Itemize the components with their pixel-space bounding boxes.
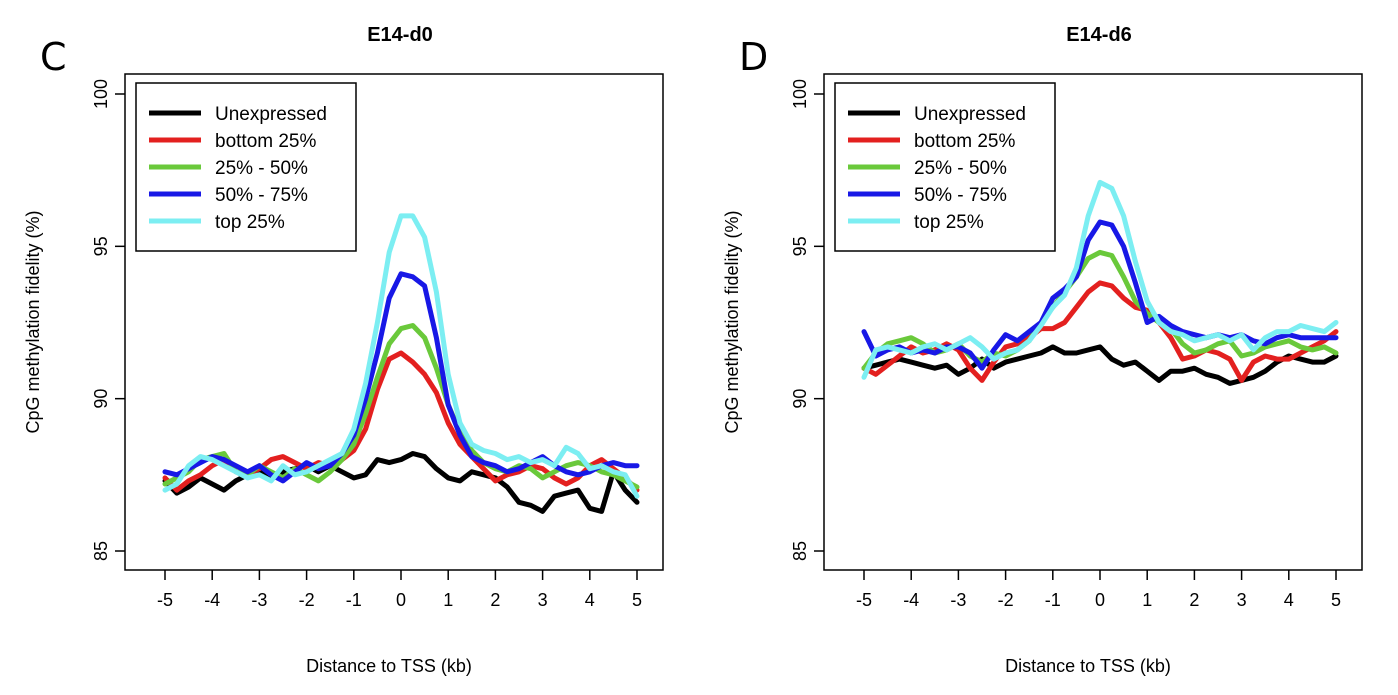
panel-letter: D xyxy=(739,35,768,79)
x-tick-label: -2 xyxy=(299,590,315,610)
x-tick-label: -2 xyxy=(998,590,1014,610)
x-tick-label: 1 xyxy=(1142,590,1152,610)
x-tick-label: -3 xyxy=(950,590,966,610)
legend-label: top 25% xyxy=(914,212,984,233)
y-tick-label: 90 xyxy=(790,389,810,409)
x-tick-label: 4 xyxy=(585,590,595,610)
x-tick-label: -1 xyxy=(346,590,362,610)
panel-letter: C xyxy=(40,35,67,79)
plot-frame xyxy=(823,73,1363,571)
legend: Unexpressed bottom 25% 25% - 50% 50% - 75% t… xyxy=(135,82,357,252)
x-tick-label: -4 xyxy=(903,590,919,610)
legend-label: top 25% xyxy=(215,212,285,233)
x-tick-label: 5 xyxy=(632,590,642,610)
x-axis-label: Distance to TSS (kb) xyxy=(306,656,472,676)
y-tick-label: 100 xyxy=(91,79,111,109)
series-line-4 xyxy=(861,179,1339,380)
legend-label: 50% - 75% xyxy=(215,185,308,206)
y-tick-label: 95 xyxy=(790,236,810,256)
series-line-2 xyxy=(162,323,640,490)
y-axis-label: CpG methylation fidelity (%) xyxy=(722,210,742,433)
y-axis-label: CpG methylation fidelity (%) xyxy=(23,210,43,433)
series-line-4 xyxy=(162,213,640,499)
legend: Unexpressed bottom 25% 25% - 50% 50% - 75% t… xyxy=(834,82,1056,252)
legend-label: 25% - 50% xyxy=(914,158,1007,179)
plot-area xyxy=(861,179,1339,386)
y-tick-label: 100 xyxy=(790,79,810,109)
chart-e14-d6: D E14-d6 Distance to TSS (kb) CpG methyl… xyxy=(722,24,1363,676)
legend-label: bottom 25% xyxy=(215,131,316,152)
x-tick-label: -3 xyxy=(251,590,267,610)
y-tick-label: 90 xyxy=(91,389,111,409)
legend-label: 50% - 75% xyxy=(914,185,1007,206)
chart-title: E14-d6 xyxy=(1066,24,1132,46)
x-tick-label: 0 xyxy=(1095,590,1105,610)
x-tick-label: 2 xyxy=(1189,590,1199,610)
x-tick-label: -5 xyxy=(157,590,173,610)
chart-e14-d0: C E14-d0 Distance to TSS (kb) CpG methyl… xyxy=(23,24,664,676)
x-tick-label: -5 xyxy=(856,590,872,610)
legend-label: Unexpressed xyxy=(215,104,327,125)
y-tick-label: 95 xyxy=(91,236,111,256)
x-tick-label: -1 xyxy=(1045,590,1061,610)
legend-label: Unexpressed xyxy=(914,104,1026,125)
x-tick-label: 0 xyxy=(396,590,406,610)
y-tick-label: 85 xyxy=(91,541,111,561)
chart-title: E14-d0 xyxy=(367,24,433,46)
x-tick-label: 4 xyxy=(1284,590,1294,610)
y-tick-label: 85 xyxy=(790,541,810,561)
series-line-3 xyxy=(162,271,640,484)
x-tick-label: -4 xyxy=(204,590,220,610)
x-tick-label: 3 xyxy=(538,590,548,610)
plot-area xyxy=(162,213,640,514)
x-axis-label: Distance to TSS (kb) xyxy=(1005,656,1171,676)
legend-label: 25% - 50% xyxy=(215,158,308,179)
series-line-0 xyxy=(861,344,1339,386)
x-tick-label: 5 xyxy=(1331,590,1341,610)
panel-d: D E14-d6 Distance to TSS (kb) CpG methyl… xyxy=(699,0,1398,695)
panel-c: C E14-d0 Distance to TSS (kb) CpG methyl… xyxy=(23,24,664,676)
x-tick-label: 2 xyxy=(490,590,500,610)
legend-label: bottom 25% xyxy=(914,131,1015,152)
plot-frame xyxy=(124,73,664,571)
x-tick-label: 3 xyxy=(1237,590,1247,610)
x-tick-label: 1 xyxy=(443,590,453,610)
